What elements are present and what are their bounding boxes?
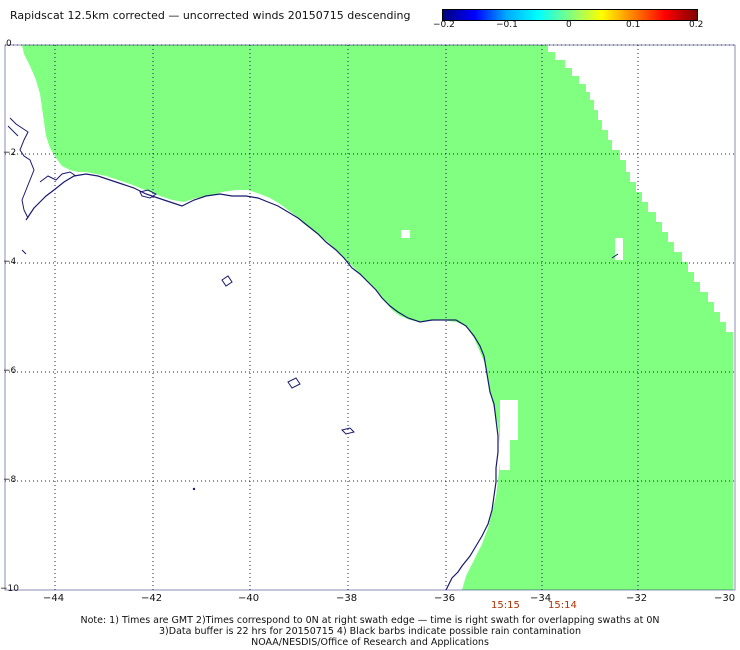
lat-label: −8 xyxy=(3,475,17,485)
lon-label: −36 xyxy=(434,593,456,604)
colorbar xyxy=(442,9,698,21)
lon-label: −40 xyxy=(238,593,260,604)
footnote-line-1: Note: 1) Times are GMT 2)Times correspon… xyxy=(80,615,660,626)
coastline-islands xyxy=(7,117,619,435)
lon-label: −38 xyxy=(336,593,358,604)
map-frame xyxy=(4,44,736,591)
swath-coverage xyxy=(22,45,733,590)
swath-time: 15:15 xyxy=(491,600,520,611)
lat-label: −4 xyxy=(3,257,17,267)
colorbar-tick-label: −0.2 xyxy=(433,20,455,30)
swath-time: 15:14 xyxy=(548,600,577,611)
footnote-line-2: 3)Data buffer is 22 hrs for 20150715 4) … xyxy=(159,626,581,637)
lon-label: −44 xyxy=(43,593,65,604)
map-title: Rapidscat 12.5km corrected — uncorrected… xyxy=(10,9,411,22)
colorbar-tick-label: −0.1 xyxy=(496,20,518,30)
coastline xyxy=(25,173,499,591)
lat-label: 0 xyxy=(6,39,12,49)
lon-label: −34 xyxy=(530,593,552,604)
colorbar-tick-label: 0.2 xyxy=(689,20,704,30)
colorbar-tick-label: 0 xyxy=(566,20,572,30)
lon-label: −42 xyxy=(141,593,163,604)
lon-label: −30 xyxy=(714,593,736,604)
colorbar-tick-label: 0.1 xyxy=(626,20,641,30)
lat-label: −2 xyxy=(3,148,17,158)
lat-label: −10 xyxy=(0,584,19,594)
map-plot xyxy=(4,44,736,591)
footnote-line-3: NOAA/NESDIS/Office of Research and Appli… xyxy=(251,637,489,648)
lat-label: −6 xyxy=(3,366,17,376)
lon-label: −32 xyxy=(626,593,648,604)
